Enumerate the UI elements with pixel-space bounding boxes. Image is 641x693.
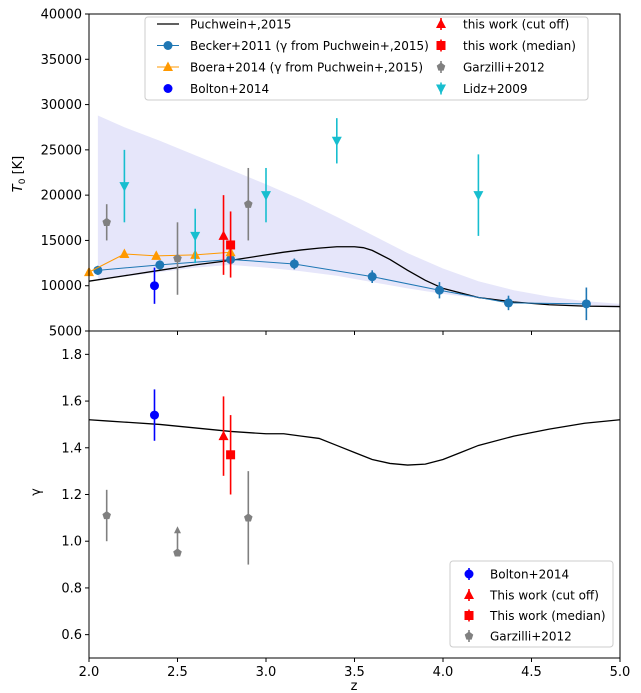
x-tick-label: 3.5 (344, 665, 365, 680)
data-point (218, 230, 229, 240)
data-point (244, 199, 253, 208)
data-point (226, 240, 236, 250)
data-point (119, 182, 130, 192)
top-ylabel-main: T (11, 183, 26, 192)
data-point (149, 281, 159, 291)
legend-label: Boera+2014 (γ from Puchwein+,2015) (190, 61, 423, 75)
series-line (88, 246, 621, 308)
data-point (331, 136, 342, 147)
data-point (102, 217, 111, 226)
legend-label: This work (cut off) (489, 589, 599, 603)
legend-marker (163, 84, 173, 93)
y-tick-label: 20000 (41, 189, 82, 204)
x-tick-label: 5.0 (610, 665, 631, 680)
y-tick-label: 10000 (41, 279, 82, 294)
y-tick-label: 0.8 (61, 581, 82, 596)
data-point (173, 254, 182, 263)
uncertainty-band (97, 115, 621, 308)
legend-label: Garzilli+2012 (490, 630, 572, 644)
legend-label: This work (median) (489, 609, 606, 623)
data-point (119, 248, 130, 259)
legend-marker (464, 589, 474, 599)
legend-marker (436, 41, 446, 50)
bottom-xlabel: z (351, 679, 358, 693)
bottom-panel: 0.6 0.8 1.0 1.2 1.4 1.6 1.8 2.0 2.5 3.0 3.5 4.0 4.5 5… (61, 330, 631, 680)
legend-marker (464, 631, 474, 640)
data-point (367, 272, 377, 282)
legend-label: Bolton+2014 (190, 82, 269, 96)
legend-marker (436, 18, 446, 28)
legend-frame (449, 560, 614, 648)
y-tick-label: 1.0 (61, 535, 82, 550)
top-ylabel-unit: [K] (11, 156, 26, 179)
data-point (226, 450, 236, 460)
bottom-ylabel: γ (29, 488, 44, 496)
y-tick-label: 0.6 (61, 628, 82, 643)
data-point (151, 250, 162, 260)
data-point (244, 513, 253, 522)
limit-arrow-head (174, 526, 181, 534)
y-tick-label: 35000 (41, 53, 82, 68)
data-point (93, 265, 103, 275)
data-point (155, 260, 165, 270)
data-point (581, 299, 591, 309)
y-tick-label: 30000 (41, 98, 82, 113)
data-point (190, 231, 201, 242)
y-tick-label: 1.8 (61, 348, 82, 363)
data-point (503, 298, 513, 308)
legend-label: this work (cut off) (463, 18, 569, 32)
top-ylabel: T0 [K] (11, 156, 28, 193)
y-tick-label: 1.2 (61, 488, 82, 503)
data-point (261, 191, 271, 201)
data-point (434, 285, 444, 295)
y-tick-label: 1.4 (61, 441, 82, 456)
legend-marker (436, 84, 446, 94)
bottom-legend: Bolton+2014 This work (cut off) This work … (449, 560, 614, 648)
y-tick-label: 25000 (41, 143, 82, 158)
legend-marker (464, 569, 474, 579)
legend-marker (464, 611, 474, 620)
legend-marker (436, 62, 446, 71)
legend-label: Lidz+2009 (463, 82, 528, 96)
y-tick-label: 15000 (41, 234, 82, 249)
legend-label: Becker+2011 (γ from Puchwein+,2015) (190, 39, 429, 53)
x-tick-label: 3.0 (256, 665, 277, 680)
y-tick-label: 1.6 (61, 395, 82, 410)
data-point (102, 511, 111, 520)
top-panel: 5000 10000 15000 20000 25000 30000 35000 40000 P… (41, 8, 621, 340)
data-point (218, 430, 229, 441)
x-tick-label: 4.0 (433, 665, 454, 680)
data-point (289, 259, 299, 269)
data-point (473, 191, 484, 201)
legend-label: Bolton+2014 (490, 568, 569, 582)
data-point (149, 410, 159, 420)
legend-label: this work (median) (463, 39, 576, 53)
legend-label: Puchwein+,2015 (190, 18, 291, 32)
top-ylabel-sub: 0 (18, 178, 28, 184)
series-connector (97, 258, 587, 305)
legend-marker (163, 61, 173, 71)
legend-frame (144, 16, 589, 101)
legend-marker (163, 41, 173, 50)
legend-label: Garzilli+2012 (463, 61, 545, 75)
x-tick-label: 2.0 (79, 665, 100, 680)
x-tick-label: 4.5 (521, 665, 542, 680)
data-point (173, 548, 182, 557)
x-tick-label: 2.5 (167, 665, 188, 680)
series-line (88, 419, 621, 466)
y-tick-label: 40000 (41, 8, 82, 23)
y-tick-label: 5000 (49, 325, 82, 340)
top-legend: Puchwein+,2015 Becker+2011 (γ from Puchwe… (144, 16, 589, 101)
